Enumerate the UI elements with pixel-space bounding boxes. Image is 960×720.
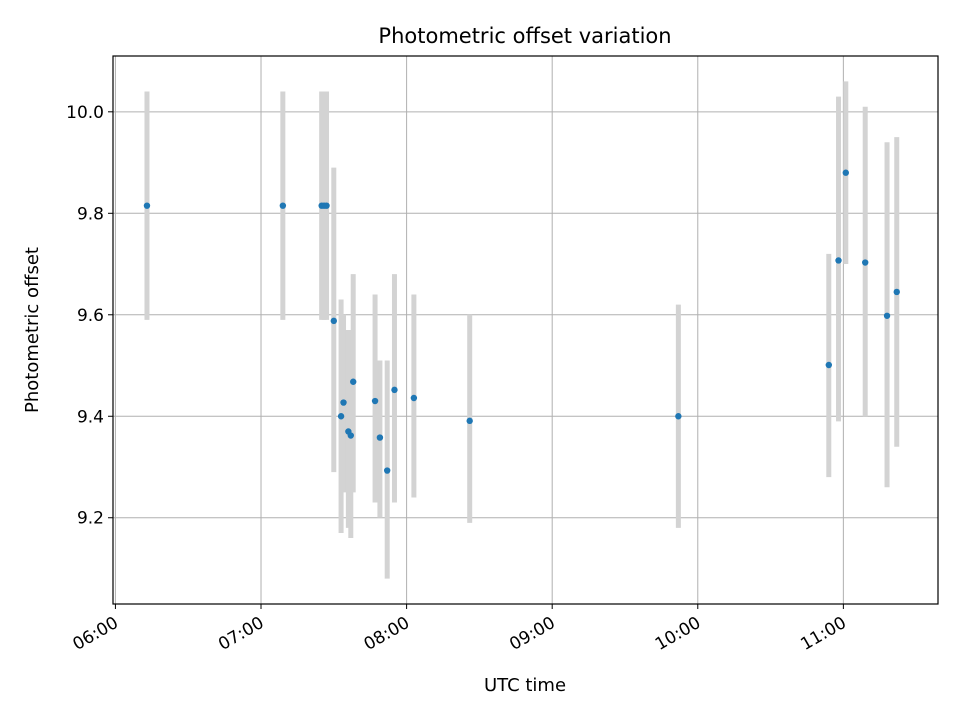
data-point — [337, 413, 345, 420]
data-point — [675, 413, 682, 420]
data-point — [350, 378, 357, 385]
data-point — [383, 467, 391, 474]
data-point — [279, 202, 287, 209]
data-point — [410, 394, 418, 402]
data-point — [883, 312, 891, 319]
x-axis-label: UTC time — [484, 675, 566, 696]
data-point — [466, 417, 473, 425]
data-point — [143, 202, 151, 209]
data-point — [391, 386, 398, 394]
axes-frame — [112, 55, 939, 605]
chart-title: Photometric offset variation — [378, 24, 671, 48]
data-point — [862, 259, 869, 266]
data-point — [340, 399, 347, 406]
data-point — [347, 432, 354, 439]
y-tick-label: 9.8 — [77, 204, 104, 224]
data-point — [323, 202, 330, 209]
data-point — [893, 288, 900, 296]
y-tick-label: 9.4 — [77, 407, 104, 427]
data-point — [376, 434, 384, 441]
data-point — [330, 317, 338, 325]
data-point — [371, 397, 379, 405]
data-points — [143, 169, 900, 474]
data-point — [825, 361, 833, 369]
data-point — [842, 169, 849, 176]
y-tick-label: 10.0 — [66, 103, 104, 123]
y-axis-ticks: 9.2 9.4 9.6 9.8 10.0 — [66, 103, 113, 529]
y-tick-label: 9.6 — [77, 306, 104, 326]
data-point — [835, 257, 842, 264]
y-tick-label: 9.2 — [77, 509, 104, 529]
y-axis-label: Photometric offset — [22, 247, 43, 413]
